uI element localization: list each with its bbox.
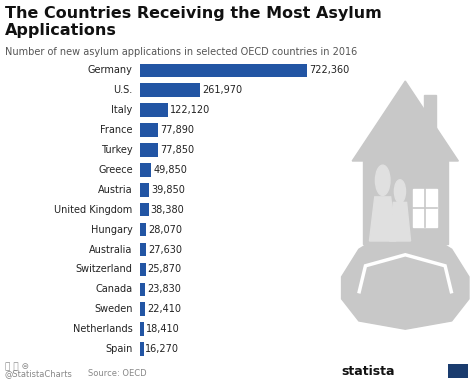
Bar [413, 188, 437, 227]
Text: 722,360: 722,360 [309, 65, 349, 75]
Text: 18,410: 18,410 [146, 324, 180, 334]
Text: Sweden: Sweden [94, 304, 133, 314]
Bar [140, 263, 146, 276]
Text: 38,380: 38,380 [151, 205, 184, 215]
Text: Australia: Australia [89, 244, 133, 255]
Text: 16,270: 16,270 [146, 344, 180, 354]
Text: United Kingdom: United Kingdom [55, 205, 133, 215]
Text: @StatistaCharts: @StatistaCharts [5, 370, 73, 378]
Text: Turkey: Turkey [101, 145, 133, 155]
Text: 22,410: 22,410 [147, 304, 181, 314]
Text: Source: OECD: Source: OECD [88, 370, 146, 378]
Polygon shape [369, 197, 396, 241]
Circle shape [394, 180, 406, 203]
Bar [140, 143, 158, 157]
Text: 122,120: 122,120 [170, 105, 210, 115]
Bar [140, 103, 168, 117]
Text: 39,850: 39,850 [151, 185, 185, 195]
Text: Switzerland: Switzerland [76, 264, 133, 275]
Circle shape [375, 165, 390, 195]
Text: France: France [100, 125, 133, 135]
Text: Canada: Canada [96, 284, 133, 295]
Bar [140, 123, 158, 137]
Text: U.S.: U.S. [113, 85, 133, 95]
Text: statista: statista [341, 365, 395, 378]
Text: 261,970: 261,970 [202, 85, 242, 95]
Text: Hungary: Hungary [91, 224, 133, 235]
Bar [140, 322, 144, 336]
Bar [140, 283, 146, 296]
Text: 25,870: 25,870 [148, 264, 182, 275]
Bar [363, 161, 448, 244]
Polygon shape [352, 81, 458, 161]
Bar [140, 243, 146, 256]
Text: Number of new asylum applications in selected OECD countries in 2016: Number of new asylum applications in sel… [5, 47, 357, 57]
Bar [140, 223, 146, 236]
Text: Spain: Spain [105, 344, 133, 354]
Text: ⓒ ⓘ ⊜: ⓒ ⓘ ⊜ [5, 363, 29, 372]
Polygon shape [389, 202, 410, 241]
Text: 77,890: 77,890 [160, 125, 194, 135]
Bar [140, 64, 307, 77]
Text: Germany: Germany [88, 65, 133, 75]
Text: Austria: Austria [98, 185, 133, 195]
Bar [140, 83, 201, 97]
Text: 27,630: 27,630 [148, 244, 182, 255]
Text: 49,850: 49,850 [153, 165, 187, 175]
Bar [140, 303, 145, 316]
Bar [140, 163, 151, 177]
Text: Greece: Greece [98, 165, 133, 175]
Text: The Countries Receiving the Most Asylum Applications: The Countries Receiving the Most Asylum … [5, 6, 382, 38]
Text: Netherlands: Netherlands [73, 324, 133, 334]
Bar [424, 95, 436, 139]
Bar [140, 203, 149, 216]
Text: Italy: Italy [111, 105, 133, 115]
Bar [140, 342, 144, 356]
Polygon shape [342, 233, 469, 329]
Bar [140, 183, 149, 196]
Text: 23,830: 23,830 [147, 284, 181, 295]
Text: 28,070: 28,070 [148, 224, 182, 235]
Text: 77,850: 77,850 [160, 145, 194, 155]
